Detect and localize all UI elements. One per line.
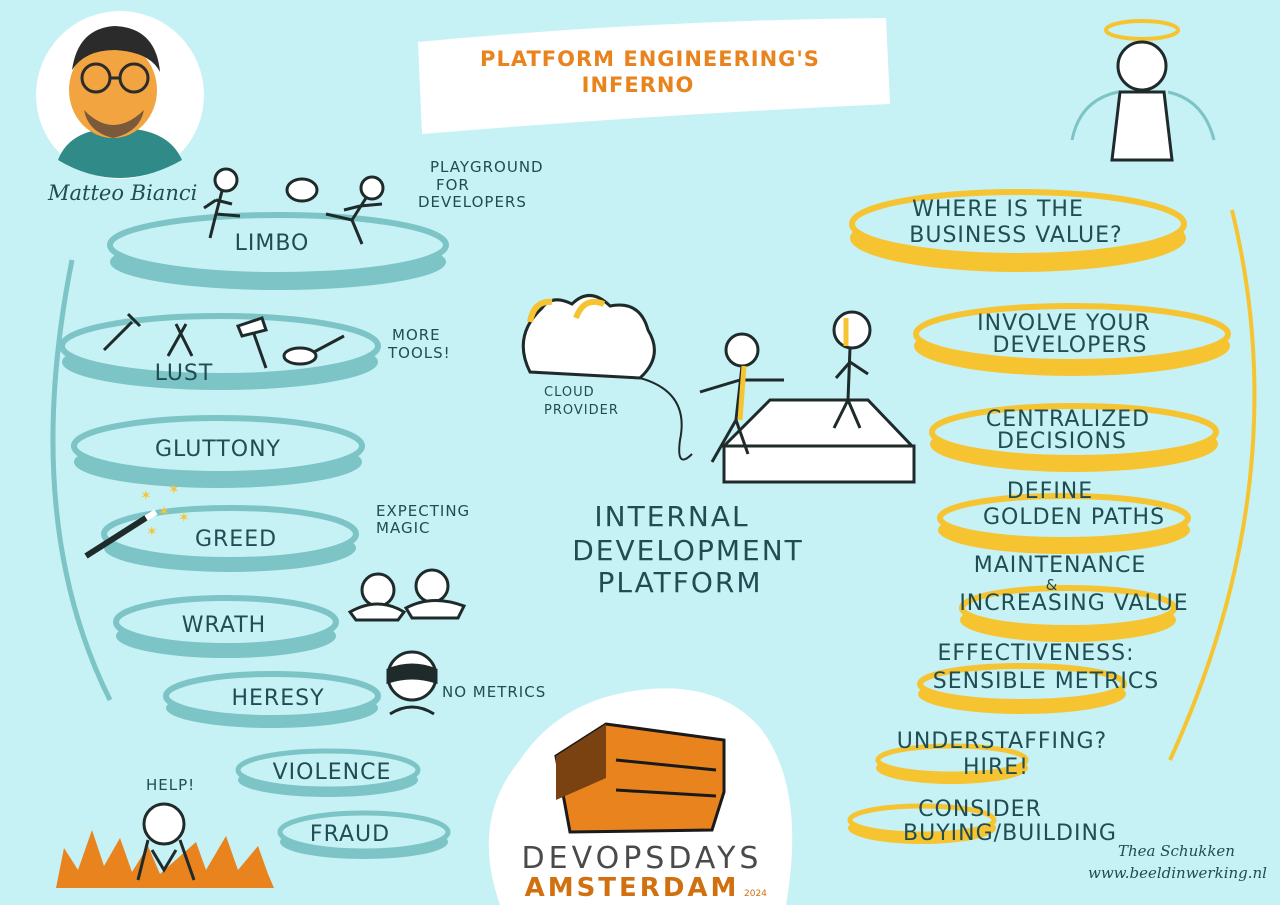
note-playground-line-1: PLAYGROUND [430, 158, 544, 176]
speaker-portrait [36, 11, 204, 179]
logo-year: 2024 [744, 889, 767, 899]
heaven-step-5: MAINTENANCE & INCREASING VALUE [959, 553, 1188, 642]
heaven-step-line-2: & [1046, 576, 1059, 594]
note-expecting-line-2: MAGIC [376, 519, 430, 537]
angel-illustration [1070, 19, 1216, 162]
heaven-step-line-2: DECISIONS [997, 429, 1127, 454]
title-line-1: PLATFORM ENGINEERING'S [480, 47, 820, 71]
heaven-step-line-1: WHERE IS THE [912, 197, 1084, 222]
magic-wand-icon: ✶ ✶ ✶ ✶ ✶ [84, 482, 190, 559]
artist-name: Thea Schukken [1118, 842, 1235, 860]
circle-lust: LUST [59, 313, 381, 390]
wrath-figures [347, 568, 467, 622]
heaven-step-4: DEFINE GOLDEN PATHS [937, 479, 1191, 554]
logo-line-1: DEVOPSDAYS [522, 841, 763, 876]
help-text: HELP! [146, 776, 195, 794]
heaven-step-line-2: HIRE! [963, 755, 1029, 780]
heaven-step-line-2: SENSIBLE METRICS [933, 669, 1159, 694]
heaven-step-line-1: INVOLVE YOUR [977, 311, 1151, 336]
cloud-provider-icon [521, 294, 656, 380]
circle-heresy: HERESY [163, 671, 381, 728]
heaven-step-line-2: DEVELOPERS [993, 333, 1148, 358]
svg-text:✶: ✶ [168, 482, 180, 498]
note-no-metrics: NO METRICS [442, 683, 546, 701]
heaven-step-2: INVOLVE YOUR DEVELOPERS [913, 303, 1231, 376]
logo-line-2: AMSTERDAM [525, 873, 740, 903]
heaven-step-8: CONSIDER BUYING/BUILDING [847, 797, 1117, 846]
circle-label: WRATH [182, 613, 266, 638]
circle-fraud: FRAUD [277, 810, 451, 859]
idp-line-3: PLATFORM [598, 566, 763, 599]
cloud-label-line-1: CLOUD [544, 385, 595, 400]
heaven-step-line-3: INCREASING VALUE [959, 591, 1188, 616]
title-banner: PLATFORM ENGINEERING'S INFERNO [418, 18, 890, 134]
note-more-tools-line-1: MORE [392, 326, 441, 344]
heaven-step-6: EFFECTIVENESS: SENSIBLE METRICS [917, 641, 1159, 714]
heaven-step-7: UNDERSTAFFING? HIRE! [875, 729, 1107, 784]
circle-greed: GREED [101, 505, 359, 572]
circle-label: LIMBO [235, 231, 310, 256]
heaven-step-line-1: CENTRALIZED [986, 407, 1150, 432]
idp-line-1: INTERNAL [594, 500, 749, 533]
cloud-label-line-2: PROVIDER [544, 403, 619, 418]
heaven-step-line-2: BUYING/BUILDING [903, 821, 1117, 846]
tool-icons [102, 312, 345, 369]
idp-line-2: DEVELOPMENT [572, 534, 804, 567]
blindfolded-figure [386, 650, 438, 716]
heaven-step-line-1: DEFINE [1007, 479, 1093, 504]
title-line-2: INFERNO [582, 73, 695, 97]
circle-limbo: LIMBO [107, 212, 449, 290]
heaven-step-line-1: CONSIDER [918, 797, 1042, 822]
heaven-step-1: WHERE IS THE BUSINESS VALUE? [849, 189, 1187, 272]
heaven-step-line-2: BUSINESS VALUE? [909, 223, 1122, 248]
circle-label: VIOLENCE [273, 760, 392, 785]
svg-text:✶: ✶ [140, 488, 152, 504]
circle-wrath: WRATH [113, 595, 339, 658]
note-playground-line-3: DEVELOPERS [418, 193, 527, 211]
circle-label: HERESY [231, 686, 324, 711]
heaven-step-line-1: EFFECTIVENESS: [937, 641, 1134, 666]
circle-label: GREED [195, 527, 277, 552]
svg-text:✶: ✶ [146, 524, 158, 540]
flames [56, 830, 274, 888]
limbo-figures [203, 167, 385, 245]
heaven-step-line-1: UNDERSTAFFING? [897, 729, 1107, 754]
svg-text:✶: ✶ [178, 510, 190, 526]
artist-website: www.beeldinwerking.nl [1088, 864, 1267, 882]
circle-violence: VIOLENCE [235, 748, 421, 797]
heaven-step-line-2: GOLDEN PATHS [983, 505, 1165, 530]
note-playground-line-2: FOR [436, 176, 470, 194]
heaven-step-line-1: MAINTENANCE [974, 553, 1147, 578]
heaven-step-3: CENTRALIZED DECISIONS [929, 403, 1219, 472]
help-figure [136, 802, 196, 881]
circle-label: GLUTTONY [155, 437, 281, 462]
svg-text:✶: ✶ [158, 504, 170, 520]
platform-illustration [639, 310, 916, 484]
circle-gluttony: GLUTTONY [71, 415, 365, 488]
circle-label: LUST [155, 361, 214, 386]
devopsdays-logo: DEVOPSDAYS AMSTERDAM 2024 [488, 688, 793, 905]
circle-label: FRAUD [310, 822, 390, 847]
note-more-tools-line-2: TOOLS! [387, 344, 451, 362]
speaker-name: Matteo Bianci [47, 181, 197, 205]
note-expecting-line-1: EXPECTING [376, 502, 470, 520]
